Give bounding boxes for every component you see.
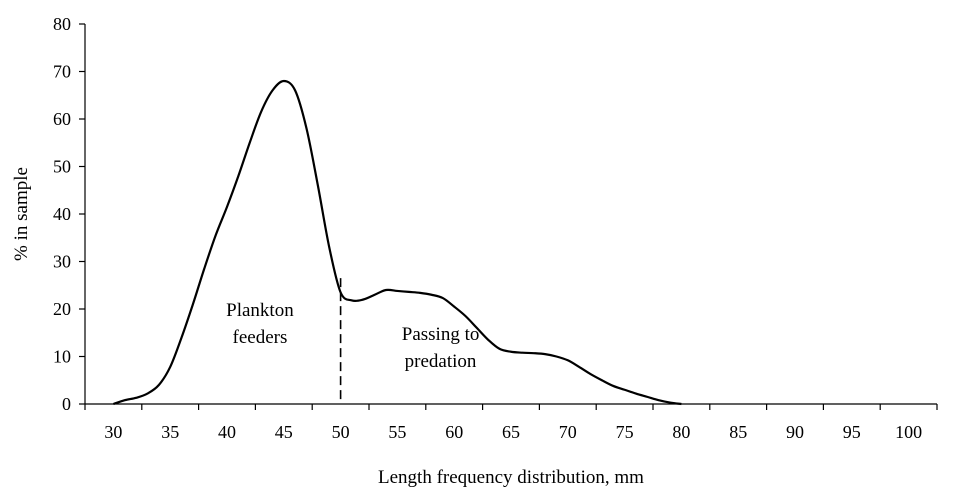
tick-labels: 0 10 20 30 40 50 60 70 80 30 35 40 45 50 55 60 65 70 75 80 8…: [53, 14, 922, 442]
x-tick-label: 100: [895, 422, 922, 442]
x-tick-label: 40: [218, 422, 236, 442]
x-tick-label: 35: [161, 422, 179, 442]
y-tick-label: 60: [53, 109, 71, 129]
x-tick-label: 90: [786, 422, 804, 442]
annotation-line: feeders: [233, 327, 288, 348]
y-tick-label: 80: [53, 14, 71, 34]
annotation-line: Plankton: [226, 300, 294, 321]
x-tick-label: 75: [616, 422, 634, 442]
y-tick-label: 30: [53, 252, 71, 272]
x-tick-label: 70: [559, 422, 577, 442]
y-tick-label: 70: [53, 62, 71, 82]
y-tick-label: 20: [53, 299, 71, 319]
x-axis-title: Length frequency distribution, mm: [378, 467, 644, 488]
y-axis-title: % in sample: [11, 167, 32, 261]
x-tick-label: 50: [332, 422, 350, 442]
x-tick-label: 45: [275, 422, 293, 442]
annotation-line: Passing to: [402, 324, 480, 345]
x-tick-label: 55: [388, 422, 406, 442]
annotation-line: predation: [405, 351, 477, 372]
series-line: [113, 79, 682, 406]
x-tick-label: 30: [104, 422, 122, 442]
x-tick-label: 85: [729, 422, 747, 442]
y-tick-label: 0: [62, 394, 71, 414]
x-tick-label: 80: [672, 422, 690, 442]
y-tick-label: 40: [53, 204, 71, 224]
annotation-2: Passing to predation: [402, 324, 480, 372]
x-tick-label: 60: [445, 422, 463, 442]
y-tick-label: 50: [53, 157, 71, 177]
y-tick-label: 10: [53, 347, 71, 367]
annotations: Plankton feeders Passing to predation: [226, 300, 479, 372]
x-tick-label: 95: [843, 422, 861, 442]
axes: [79, 23, 938, 410]
x-tick-label: 65: [502, 422, 520, 442]
annotation-1: Plankton feeders: [226, 300, 294, 348]
